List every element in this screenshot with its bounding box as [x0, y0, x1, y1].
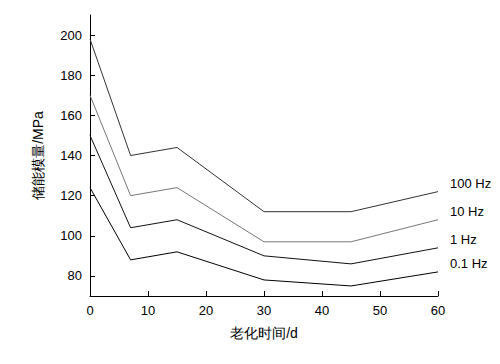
svg-text:200: 200: [60, 28, 82, 43]
svg-text:140: 140: [60, 148, 82, 163]
svg-text:180: 180: [60, 68, 82, 83]
svg-text:120: 120: [60, 188, 82, 203]
svg-text:30: 30: [257, 303, 271, 318]
svg-text:10 Hz: 10 Hz: [450, 204, 484, 219]
svg-text:100: 100: [60, 228, 82, 243]
svg-text:1 Hz: 1 Hz: [450, 232, 477, 247]
svg-text:40: 40: [315, 303, 329, 318]
svg-text:80: 80: [68, 268, 82, 283]
svg-text:100 Hz: 100 Hz: [450, 176, 491, 191]
svg-text:50: 50: [373, 303, 387, 318]
svg-text:10: 10: [141, 303, 155, 318]
svg-text:20: 20: [199, 303, 213, 318]
svg-text:0: 0: [86, 303, 93, 318]
svg-text:老化时间/d: 老化时间/d: [230, 325, 298, 341]
svg-text:储能模量/MPa: 储能模量/MPa: [30, 111, 46, 200]
svg-text:60: 60: [431, 303, 445, 318]
svg-text:0.1 Hz: 0.1 Hz: [450, 256, 488, 271]
svg-text:160: 160: [60, 108, 82, 123]
